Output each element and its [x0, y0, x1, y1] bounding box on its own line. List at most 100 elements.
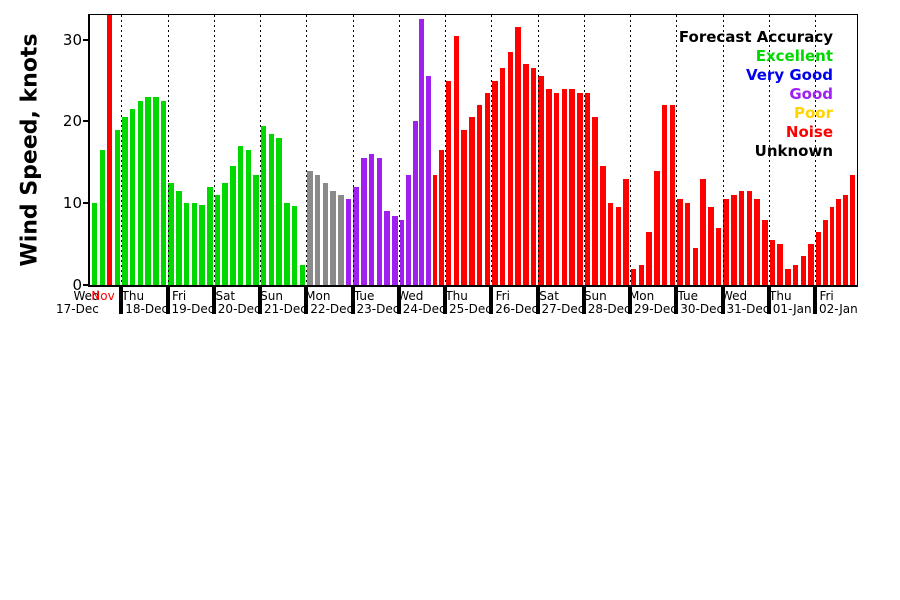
- dow-label: Mon: [628, 289, 655, 303]
- bar: [836, 199, 842, 285]
- dow-label: Sun: [583, 289, 607, 303]
- bar: [515, 27, 521, 285]
- dow-label: Wed: [721, 289, 748, 303]
- legend-entry-excellent: Excellent: [755, 47, 833, 65]
- bar: [230, 166, 236, 285]
- dow-label: Wed: [73, 289, 100, 303]
- date-label: 19-Dec: [171, 302, 215, 316]
- x-tick-mark: [674, 287, 679, 314]
- bar: [592, 117, 598, 285]
- dow-label: Wed: [397, 289, 424, 303]
- bar: [122, 117, 128, 285]
- bar: [850, 174, 855, 285]
- bar: [114, 129, 120, 285]
- bar: [800, 256, 806, 285]
- day-gridline: [398, 15, 400, 285]
- day-gridline: [167, 15, 169, 285]
- y-tick-mark: [83, 202, 88, 205]
- dow-label: Thu: [769, 289, 792, 303]
- date-label: 22-Dec: [310, 302, 354, 316]
- bar: [538, 76, 544, 285]
- bar: [843, 195, 849, 285]
- day-gridline: [352, 15, 354, 285]
- bar: [731, 195, 737, 285]
- bar: [307, 170, 313, 285]
- day-gridline: [768, 15, 770, 285]
- bar: [107, 15, 113, 285]
- x-tick-mark: [628, 287, 632, 314]
- x-axis-line: [88, 285, 858, 287]
- bar: [492, 80, 498, 285]
- bar: [684, 203, 691, 285]
- legend: Forecast Accuracy Excellent Very Good Good…: [679, 28, 833, 161]
- bar: [754, 199, 760, 285]
- bar: [777, 244, 783, 285]
- bar: [176, 190, 182, 285]
- bar: [669, 105, 675, 285]
- date-label: 23-Dec: [356, 302, 400, 316]
- bar: [222, 182, 228, 285]
- day-gridline: [676, 15, 678, 285]
- bar: [553, 92, 560, 285]
- legend-entry-very-good: Very Good: [745, 66, 833, 84]
- bar: [569, 88, 575, 285]
- y-tick-mark: [83, 120, 88, 123]
- dow-label: Tue: [353, 289, 375, 303]
- x-tick-mark: [535, 287, 540, 314]
- date-label: 29-Dec: [634, 302, 677, 316]
- x-tick-mark: [443, 287, 447, 314]
- bar: [453, 35, 460, 285]
- bar: [700, 178, 706, 285]
- bar: [546, 88, 552, 285]
- date-label: 02-Jan: [819, 302, 858, 316]
- bar: [445, 80, 452, 285]
- bar: [284, 203, 290, 285]
- bar: [353, 186, 359, 285]
- legend-entry-good: Good: [789, 85, 833, 103]
- bar: [661, 105, 668, 285]
- bar: [245, 150, 251, 285]
- legend-entry-list: Excellent Very Good Good Poor Noise Unknown: [679, 47, 833, 161]
- bar: [654, 170, 660, 285]
- bar: [91, 203, 98, 285]
- date-label: 18-Dec: [125, 302, 169, 316]
- bar: [237, 145, 244, 285]
- x-tick-mark: [813, 287, 817, 314]
- bar: [607, 203, 614, 285]
- bar: [738, 190, 745, 285]
- bar: [322, 182, 329, 285]
- dow-label: Thu: [121, 289, 145, 303]
- bar: [376, 158, 383, 285]
- bar: [792, 264, 799, 285]
- bar: [426, 76, 431, 285]
- bar: [384, 211, 390, 285]
- bar: [399, 219, 405, 285]
- bar: [623, 178, 629, 285]
- bar: [153, 96, 159, 285]
- bar: [808, 244, 814, 285]
- bar: [276, 137, 282, 285]
- bar: [392, 215, 398, 285]
- day-gridline: [815, 15, 816, 285]
- bar: [330, 190, 336, 285]
- bar: [530, 68, 537, 285]
- bar: [183, 203, 190, 285]
- x-tick-mark: [489, 287, 494, 314]
- bar: [584, 92, 591, 285]
- bar: [260, 125, 267, 285]
- dow-label: Fri: [819, 289, 834, 303]
- dow-label: Tue: [677, 289, 699, 303]
- x-tick-mark: [211, 287, 216, 314]
- bar: [507, 51, 514, 285]
- date-label: 17-Dec: [56, 302, 99, 316]
- day-gridline: [445, 15, 446, 285]
- bar: [137, 100, 144, 285]
- x-tick-mark: [581, 287, 586, 314]
- bar: [723, 199, 729, 285]
- bar: [299, 264, 305, 285]
- x-tick-mark: [720, 287, 725, 314]
- bar: [160, 100, 167, 285]
- date-label: 26-Dec: [495, 302, 539, 316]
- bar: [708, 207, 714, 285]
- date-label: 20-Dec: [217, 302, 261, 316]
